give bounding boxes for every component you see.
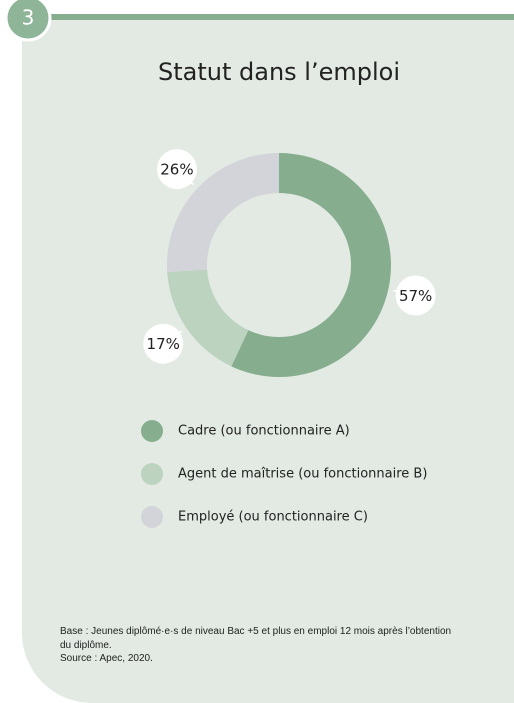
data-label: 17% bbox=[147, 335, 180, 353]
top-bar bbox=[40, 14, 514, 20]
footnote: Base : Jeunes diplômé·e·s de niveau Bac … bbox=[60, 625, 460, 666]
legend-swatch bbox=[141, 420, 163, 442]
legend-label: Agent de maîtrise (ou fonctionnaire B) bbox=[178, 467, 427, 482]
data-label: 57% bbox=[399, 287, 432, 305]
label-bubble bbox=[156, 149, 197, 190]
donut-segment bbox=[167, 153, 279, 273]
label-bubble bbox=[143, 323, 184, 364]
legend-label: Cadre (ou fonctionnaire A) bbox=[178, 424, 350, 439]
chart-title: Statut dans l’emploi bbox=[158, 58, 400, 86]
label-bubble bbox=[395, 275, 436, 316]
badge-number: 3 bbox=[22, 6, 35, 30]
legend-swatch bbox=[141, 463, 163, 485]
note-source: Source : Apec, 2020. bbox=[60, 653, 153, 664]
badge bbox=[4, 0, 52, 42]
donut-segment bbox=[167, 269, 249, 367]
legend-label: Employé (ou fonctionnaire C) bbox=[178, 510, 368, 525]
note-base: Base : Jeunes diplômé·e·s de niveau Bac … bbox=[60, 626, 452, 651]
donut-segment bbox=[231, 153, 391, 377]
data-label: 26% bbox=[160, 161, 193, 179]
legend-swatch bbox=[141, 506, 163, 528]
